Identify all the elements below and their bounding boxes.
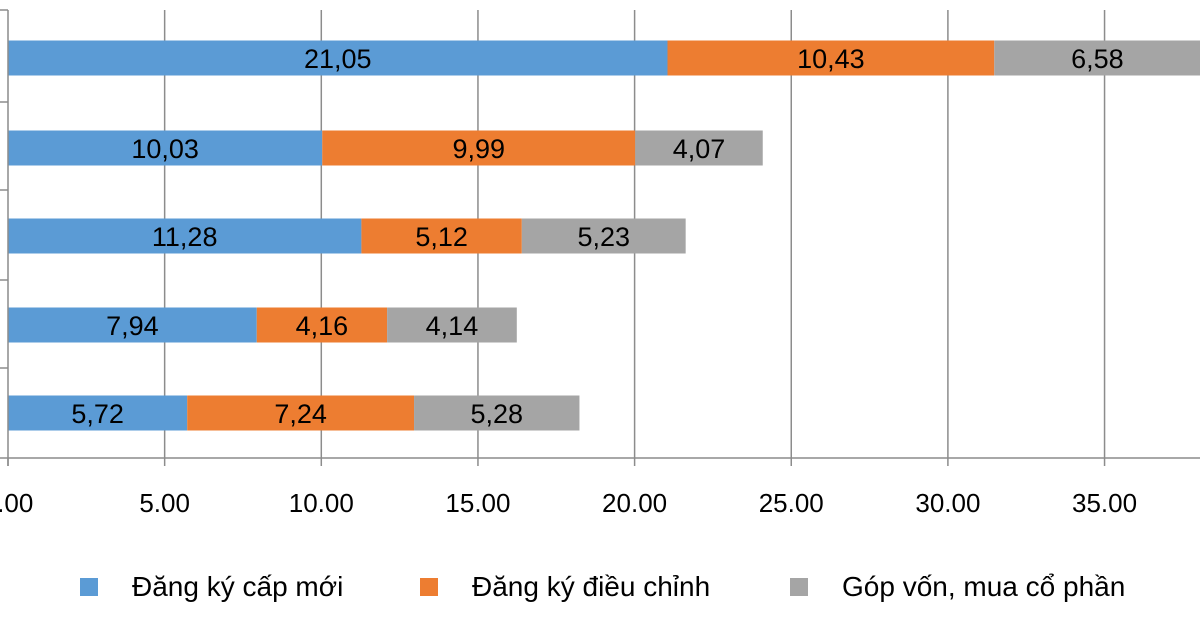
bar-segment-series-2 <box>667 40 995 76</box>
legend-label-series-1: Đăng ký cấp mới <box>132 571 344 602</box>
x-tick-label: 0.00 <box>0 488 33 518</box>
x-tick-label: 5.00 <box>139 488 190 518</box>
bar-segment-series-1 <box>8 130 323 166</box>
x-tick-label: 25.00 <box>759 488 824 518</box>
x-tick-label: 10.00 <box>289 488 354 518</box>
legend: Đăng ký cấp mới Đăng ký điều chỉnh Góp v… <box>0 562 1200 612</box>
data-label: 4,16 <box>296 311 349 341</box>
bar-segment-series-3 <box>414 395 580 431</box>
axes <box>0 9 1200 466</box>
data-label: 10,03 <box>131 134 199 164</box>
bar-segment-series-2 <box>187 395 415 431</box>
bar-segment-series-1 <box>8 40 668 76</box>
data-label: 5,28 <box>470 399 523 429</box>
data-label: 7,24 <box>274 399 327 429</box>
legend-label-series-2: Đăng ký điều chỉnh <box>472 571 711 602</box>
data-label: 5,72 <box>71 399 124 429</box>
data-label: 7,94 <box>106 311 159 341</box>
x-tick-label: 30.00 <box>915 488 980 518</box>
data-label: 10,43 <box>797 44 865 74</box>
x-tick-label: 20.00 <box>602 488 667 518</box>
bar-segment-series-1 <box>8 307 257 343</box>
legend-label-series-3: Góp vốn, mua cổ phần <box>842 571 1126 602</box>
data-label: 4,14 <box>426 311 479 341</box>
x-tick-label: 35.00 <box>1072 488 1137 518</box>
data-label: 21,05 <box>304 44 372 74</box>
bar-segment-series-2 <box>256 307 388 343</box>
legend-item-series-1: Đăng ký cấp mới <box>80 562 343 612</box>
x-tick-label: 15.00 <box>445 488 510 518</box>
data-label: 5,23 <box>577 222 630 252</box>
legend-item-series-3: Góp vốn, mua cổ phần <box>790 562 1125 612</box>
bar-segment-series-2 <box>322 130 636 166</box>
bars: 21,05 10,43 6,58 10,03 9,99 4,07 11,28 5,12 5,23… <box>8 40 1200 431</box>
data-label: 9,99 <box>452 134 505 164</box>
legend-swatch-series-1 <box>80 578 98 596</box>
legend-swatch-series-3 <box>790 578 808 596</box>
bar-segment-series-1 <box>8 218 362 254</box>
bar-segment-series-3 <box>994 40 1200 76</box>
legend-item-series-2: Đăng ký điều chỉnh <box>420 562 710 612</box>
data-label: 11,28 <box>152 222 218 252</box>
bar-segment-series-3 <box>387 307 517 343</box>
legend-swatch-series-2 <box>420 578 438 596</box>
bar-segment-series-3 <box>635 130 763 166</box>
data-label: 4,07 <box>673 134 726 164</box>
bar-segment-series-3 <box>521 218 686 254</box>
bar-segment-series-2 <box>361 218 522 254</box>
data-label: 6,58 <box>1071 44 1124 74</box>
x-tick-labels: 0.005.0010.0015.0020.0025.0030.0035.0040… <box>0 488 1137 518</box>
data-label: 5,12 <box>415 222 468 252</box>
bar-segment-series-1 <box>8 395 188 431</box>
